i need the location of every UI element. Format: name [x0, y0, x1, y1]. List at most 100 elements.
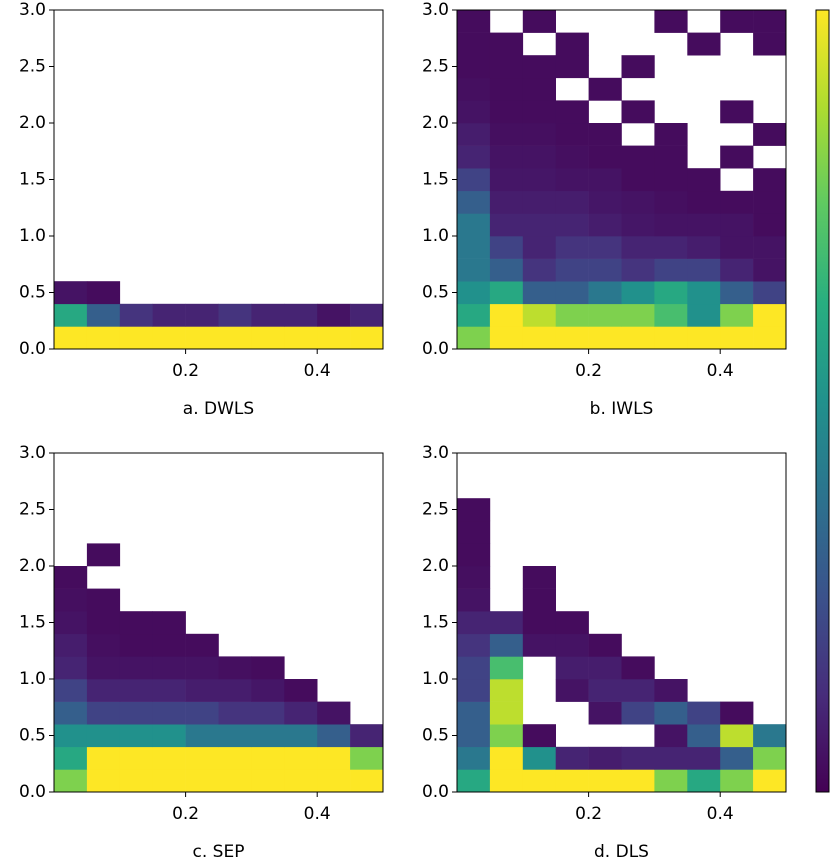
heat-cell [588, 77, 622, 101]
heat-cell [185, 326, 219, 350]
y-tick-label: 0.5 [422, 726, 449, 746]
heat-cell [185, 701, 219, 725]
heat-cell [720, 190, 754, 214]
heat-cell [152, 746, 186, 770]
y-tick-label: 0.5 [19, 726, 46, 746]
heat-cell [654, 701, 688, 725]
heat-cell [588, 769, 622, 793]
heat-cell [152, 326, 186, 350]
heat-cell [457, 303, 491, 327]
heat-cell [218, 326, 252, 350]
heat-cell [86, 588, 121, 612]
heat-cell [152, 656, 186, 680]
heat-cell [457, 679, 491, 702]
heat-cell [555, 55, 589, 79]
heat-cell [317, 326, 351, 350]
heat-cell [317, 303, 351, 327]
heat-cell [185, 769, 219, 793]
panel-title: b. IWLS [590, 399, 654, 419]
heat-cell [218, 724, 252, 748]
heat-cell [720, 724, 754, 748]
heat-cell [284, 724, 318, 748]
heat-cell [555, 326, 589, 350]
heat-cell [489, 32, 524, 56]
heat-cell [284, 326, 318, 350]
heat-cell [251, 679, 285, 702]
heat-cell [489, 326, 524, 350]
heat-cell [489, 213, 524, 237]
heat-cell [621, 769, 655, 793]
heat-cell [588, 168, 622, 192]
heat-cell [720, 100, 754, 124]
heat-cell [720, 236, 754, 259]
heat-cell [86, 281, 121, 305]
heat-cell [152, 769, 186, 793]
heat-cell [54, 656, 88, 680]
heat-cell [753, 123, 787, 146]
heat-cell [687, 326, 721, 350]
heat-cell [284, 303, 318, 327]
y-tick-label: 1.0 [422, 226, 449, 246]
heat-cell [457, 281, 491, 305]
heat-cell [489, 303, 524, 327]
y-tick-label: 1.0 [422, 669, 449, 689]
heat-cell [720, 769, 754, 793]
heat-cell [654, 168, 688, 192]
heat-cell [621, 100, 655, 124]
heat-cell [687, 168, 721, 192]
heat-cell [654, 724, 688, 748]
heat-cell [489, 168, 524, 192]
heat-cell [489, 679, 524, 702]
heat-cell [555, 213, 589, 237]
heat-cell [317, 724, 351, 748]
heat-cell [588, 679, 622, 702]
heat-cell [522, 168, 556, 192]
heat-cell [555, 769, 589, 793]
heat-cell [555, 656, 589, 680]
heat-cell [621, 679, 655, 702]
heat-cell [152, 611, 186, 635]
heat-cell [588, 281, 622, 305]
heat-cell [588, 258, 622, 282]
heat-cell [86, 611, 121, 635]
heat-cell [621, 213, 655, 237]
y-tick-label: 0.5 [19, 283, 46, 303]
heat-cell [218, 769, 252, 793]
heat-cell [54, 566, 88, 589]
heat-cell [588, 190, 622, 214]
heat-cell [317, 746, 351, 770]
heat-cell [588, 236, 622, 259]
heat-cell [457, 724, 491, 748]
heat-cell [152, 724, 186, 748]
heat-cell [119, 701, 153, 725]
heat-cell [119, 303, 153, 327]
heat-cell [654, 769, 688, 793]
heat-cell [621, 190, 655, 214]
heat-cell [753, 213, 787, 237]
heat-cell [119, 633, 153, 657]
heat-cell [555, 32, 589, 56]
heat-cell [522, 746, 556, 770]
heat-cell [654, 746, 688, 770]
heat-cell [522, 190, 556, 214]
heat-cell [687, 213, 721, 237]
heat-cell [621, 656, 655, 680]
heat-cell [152, 303, 186, 327]
heat-cell [489, 123, 524, 146]
heat-cell [54, 588, 88, 612]
x-tick-label: 0.2 [172, 804, 199, 824]
heat-cell [621, 258, 655, 282]
heat-cell [687, 190, 721, 214]
heat-cell [753, 168, 787, 192]
panel-title: c. SEP [193, 842, 245, 862]
heat-cell [54, 724, 88, 748]
heat-cell [185, 746, 219, 770]
heat-cell [284, 679, 318, 702]
heat-cell [86, 326, 121, 350]
heat-cell [687, 32, 721, 56]
heat-cell [522, 145, 556, 169]
heat-cell [489, 236, 524, 259]
heat-cell [588, 145, 622, 169]
heat-cell [152, 679, 186, 702]
